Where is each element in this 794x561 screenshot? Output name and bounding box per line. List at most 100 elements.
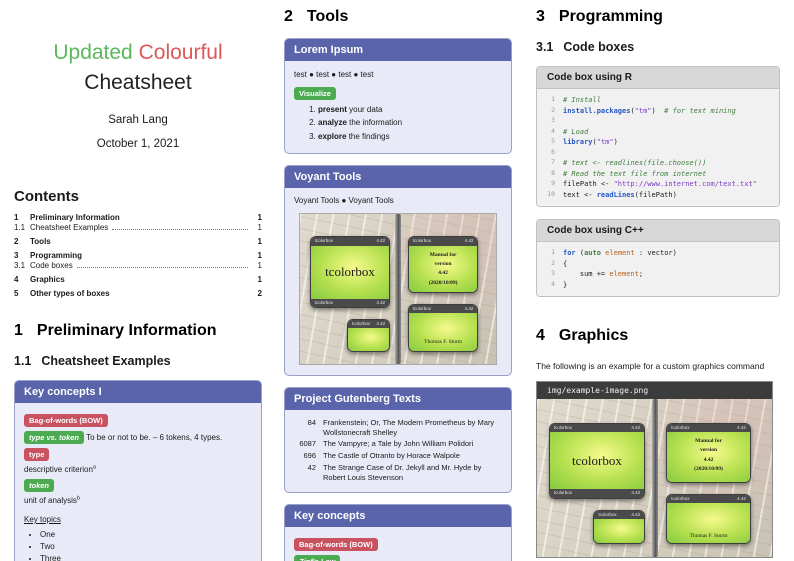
code-token: "tm" bbox=[634, 106, 652, 115]
tcolorbox-demo-box: tcolorbox 4.42 Thomas F. Sturm bbox=[666, 493, 751, 545]
example-image-figure: img/example-image.png tcolorbox 4.42 tcolo… bbox=[536, 381, 773, 558]
step-item: explore the findings bbox=[318, 130, 502, 144]
column-1: Updated Colourful Cheatsheet Sarah Lang … bbox=[14, 8, 262, 561]
code-token: ) bbox=[613, 138, 618, 146]
box-title-key-concepts: Key concepts bbox=[285, 505, 511, 528]
toc-page-number: 2 bbox=[257, 288, 262, 298]
gutenberg-id: 6087 bbox=[299, 439, 316, 449]
token-definition-text: unit of analysis bbox=[24, 496, 77, 506]
demo-bar-left-label: tcolorbox bbox=[314, 300, 334, 306]
tcolorbox-demo-box: tcolorbox 4.42 tcolorbox tcolorbox 4.42 bbox=[309, 236, 391, 309]
code-token: filePath <- bbox=[563, 180, 614, 188]
toc-page-number: 1 bbox=[257, 222, 262, 232]
toc-label: Preliminary Information bbox=[30, 212, 120, 222]
voyant-links-line[interactable]: Voyant Tools ● Voyant Tools bbox=[294, 196, 394, 206]
demo-box-bottombar: tcolorbox 4.42 bbox=[310, 299, 390, 308]
box-title-project-gutenberg: Project Gutenberg Texts bbox=[285, 387, 511, 410]
key-topic-item: Two bbox=[40, 541, 252, 553]
tcolorbox-demo-box: tcolorbox 4.42 bbox=[593, 509, 646, 545]
gutenberg-title: Frankenstein; Or, The Modern Prometheus … bbox=[323, 417, 495, 437]
badge-row: Zipf's Law bbox=[294, 555, 502, 561]
code-line: 4} bbox=[545, 280, 771, 291]
demo-manual-line: Manual for bbox=[429, 251, 457, 258]
code-text: # Install bbox=[563, 95, 601, 106]
code-text bbox=[563, 116, 567, 127]
subsection-number: 1.1 bbox=[14, 353, 32, 368]
key-concepts-2-box: Key concepts Bag-of-words (BOW) Zipf's L… bbox=[284, 504, 512, 561]
demo-box-body: tcolorbox bbox=[549, 431, 645, 490]
line-number: 5 bbox=[551, 137, 555, 145]
lorem-ipsum-box: Lorem Ipsum test ● test ● test ● test Vi… bbox=[284, 38, 512, 155]
code-token: library bbox=[563, 138, 593, 146]
code-token: auto bbox=[584, 249, 601, 257]
badge-row: Visualize bbox=[294, 86, 502, 100]
demo-box-body: Manual for version 4.42 (2020/10/09) bbox=[408, 245, 478, 293]
toc-row[interactable]: 3.1 Code boxes 1 bbox=[14, 261, 262, 270]
tcolorbox-demo-box: tcolorbox 4.42 Manual for version 4.42 (2020/… bbox=[666, 422, 751, 483]
lorem-ipsum-body: test ● test ● test ● test Visualize pres… bbox=[285, 61, 511, 153]
code-line: 6 bbox=[545, 148, 771, 159]
step-item: present your data bbox=[318, 103, 502, 117]
demo-box-body: Manual for version 4.42 (2020/10/09) bbox=[667, 431, 750, 482]
demo-box-titlebar: tcolorbox 4.42 bbox=[594, 510, 645, 519]
line-number: 2 bbox=[551, 105, 555, 114]
title-word-updated: Updated bbox=[53, 41, 133, 64]
code-text bbox=[563, 148, 567, 159]
demo-manual-line: Manual for bbox=[695, 437, 722, 444]
tcolorbox-demo-box: tcolorbox 4.42 Manual for version 4.42 (2020/… bbox=[407, 236, 479, 294]
code-line: 4 # Load bbox=[545, 127, 771, 138]
token-definition: unit of analysisb bbox=[24, 495, 252, 507]
tcolorbox-demo-box: tcolorbox 4.42 Thomas F. Sturm bbox=[407, 303, 479, 352]
r-code-box-title: Code box using R bbox=[537, 67, 779, 89]
demo-bar-right-label: 4.42 bbox=[631, 490, 641, 496]
line-number: 2 bbox=[551, 258, 555, 267]
toc-number: 1.1 bbox=[14, 222, 26, 232]
code-token: ; bbox=[638, 270, 644, 278]
toc-leader bbox=[112, 228, 248, 230]
toc-row[interactable]: 5 Other types of boxes 2 bbox=[14, 289, 262, 298]
key-concepts-1-body: Bag-of-words (BOW) type vs. token To be … bbox=[15, 403, 261, 561]
document-date: October 1, 2021 bbox=[96, 137, 180, 150]
demo-bar-left-label: tcolorbox bbox=[671, 424, 690, 430]
demo-bar-right-label: 4.42 bbox=[464, 238, 474, 244]
gutenberg-row: 42 The Strange Case of Dr. Jekyll and Mr.… bbox=[294, 463, 502, 483]
toc-number: 3 bbox=[14, 250, 19, 260]
section-number: 1 bbox=[14, 321, 23, 339]
code-token: # text <- readlines(file.choose()) bbox=[563, 159, 707, 167]
demo-bar-right-label: 4.42 bbox=[737, 424, 746, 430]
demo-box-titlebar: tcolorbox 4.42 bbox=[408, 304, 478, 314]
toc-row[interactable]: 4 Graphics 1 bbox=[14, 275, 262, 284]
badge-visualize: Visualize bbox=[294, 86, 336, 100]
line-number: 1 bbox=[551, 248, 555, 256]
badge-row: token bbox=[24, 479, 252, 493]
code-line: 2 install.packages("tm") # for text minin… bbox=[545, 106, 771, 117]
toc-page-number: 1 bbox=[257, 236, 262, 246]
column-2: 2 Tools Lorem Ipsum test ● test ● test ●… bbox=[284, 8, 512, 561]
toc-row[interactable]: 3 Programming 1 bbox=[14, 251, 262, 260]
demo-main-label: tcolorbox bbox=[325, 264, 375, 280]
subsection-title: Cheatsheet Examples bbox=[41, 353, 171, 368]
tcolorbox-demo-image: tcolorbox 4.42 tcolorbox tcolorbox 4.42 tcolo… bbox=[537, 399, 772, 557]
badge-row: Bag-of-words (BOW) bbox=[294, 538, 502, 552]
demo-bar-left-label: tcolorbox bbox=[553, 424, 573, 430]
toc-row[interactable]: 1 Preliminary Information 1 bbox=[14, 213, 262, 222]
demo-bar-left-label: tcolorbox bbox=[314, 238, 334, 244]
toc-page-number: 1 bbox=[257, 260, 262, 270]
gutenberg-title: The Castle of Otranto by Horace Walpole bbox=[323, 451, 460, 461]
contents-heading: Contents bbox=[14, 187, 79, 205]
code-text: { bbox=[563, 259, 567, 270]
code-token: sum += bbox=[563, 270, 610, 278]
code-token: element bbox=[609, 270, 639, 278]
toc-row[interactable]: 1.1 Cheatsheet Examples 1 bbox=[14, 223, 262, 232]
subsection-heading-cheatsheet-examples: 1.1 Cheatsheet Examples bbox=[14, 354, 262, 368]
code-line: 8 # Read the text file from internet bbox=[545, 169, 771, 180]
demo-box-titlebar: tcolorbox 4.42 bbox=[348, 319, 390, 329]
section-title: Programming bbox=[558, 8, 663, 25]
type-definition: descriptive criteriona bbox=[24, 464, 252, 476]
demo-manual-line: version bbox=[699, 447, 718, 454]
gutenberg-title: The Strange Case of Dr. Jekyll and Mr. H… bbox=[323, 462, 482, 482]
key-topic-item: One bbox=[40, 529, 252, 541]
toc-number: 1 bbox=[14, 212, 19, 222]
demo-box-titlebar: tcolorbox 4.42 bbox=[549, 423, 645, 432]
toc-row[interactable]: 2 Tools 1 bbox=[14, 237, 262, 246]
